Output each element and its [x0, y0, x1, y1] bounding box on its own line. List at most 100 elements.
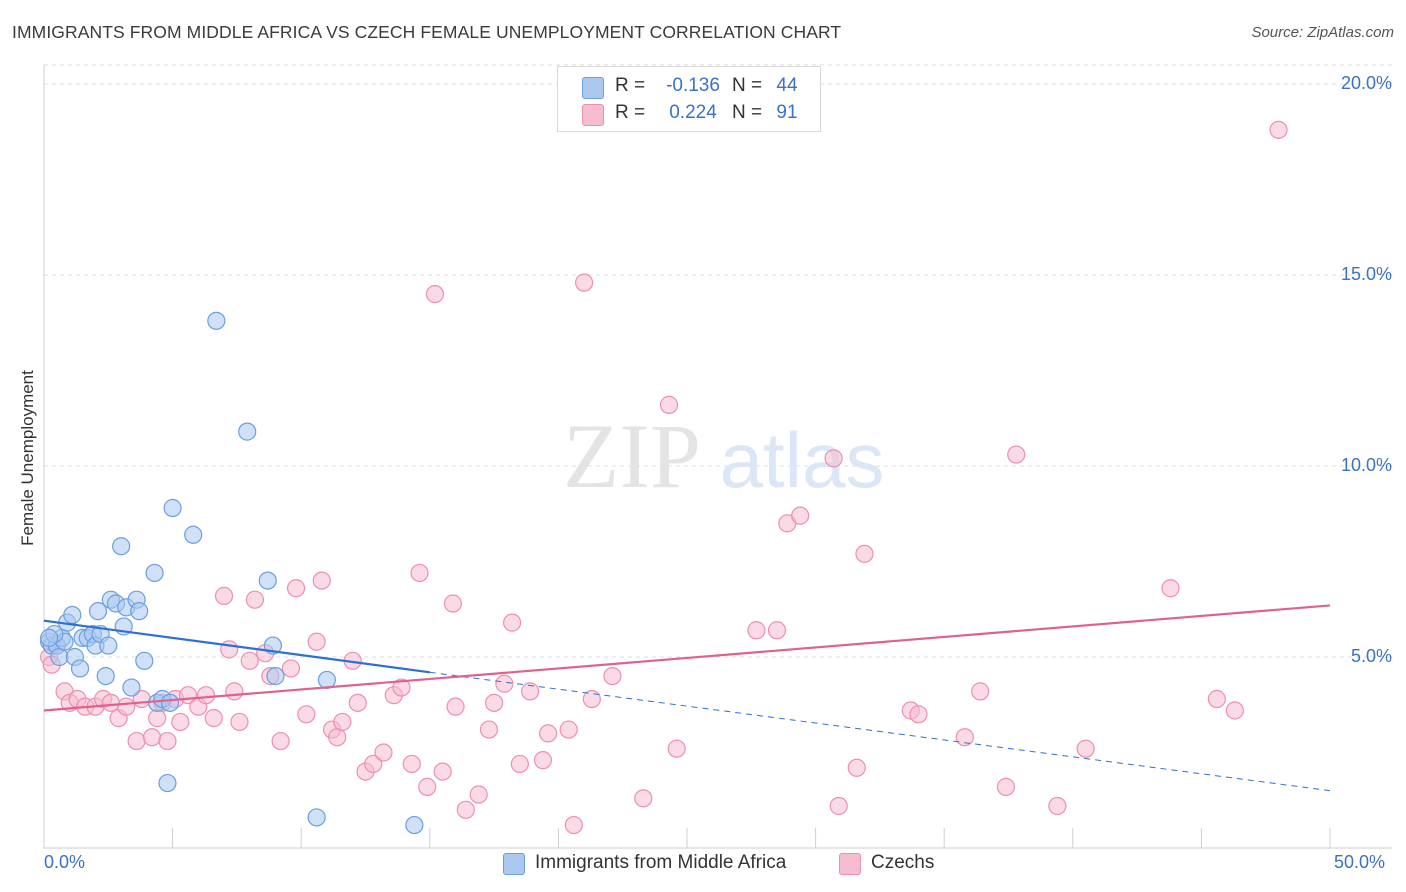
middle-africa-point [163, 498, 182, 518]
czechs-point [225, 682, 244, 701]
middle-africa-point [96, 666, 115, 686]
czechs-point [634, 789, 653, 808]
middle-africa-point [112, 537, 131, 556]
grid-lines [44, 64, 1392, 658]
legend-n-value: 44 [776, 75, 798, 96]
czechs-point [747, 621, 766, 640]
czechs-point [791, 506, 810, 525]
legend-swatch-blue [582, 77, 604, 99]
y-tick-label: 5.0% [1350, 646, 1392, 666]
czechs-point [297, 705, 316, 724]
czechs-point [1076, 739, 1095, 758]
middle-africa-point [207, 311, 226, 330]
bottom-legend-label: Czechs [871, 852, 935, 873]
bottom-legend-label: Immigrants from Middle Africa [535, 852, 787, 873]
czechs-point [204, 709, 223, 728]
y-tick-label: 10.0% [1340, 455, 1392, 475]
czechs-point [425, 285, 445, 304]
czechs-point [456, 800, 475, 819]
watermark-zip: ZIP [563, 405, 701, 507]
czechs-point [214, 586, 234, 605]
czechs-point [829, 796, 848, 816]
middle-africa-point [135, 651, 154, 670]
czechs-point [220, 640, 239, 659]
czechs-point [446, 697, 465, 716]
legend-n-label: N = [732, 102, 763, 123]
czechs-point [443, 594, 463, 613]
czechs-point [510, 754, 529, 774]
czechs-point [312, 571, 331, 590]
czechs-point [148, 709, 167, 728]
czechs-point [564, 815, 583, 835]
czechs-point [495, 674, 514, 693]
legend-r-label: R = [615, 102, 646, 123]
czechs-point [767, 621, 787, 640]
middle-africa-point [238, 422, 257, 441]
czechs-point [333, 712, 352, 732]
czechs-point [101, 693, 120, 712]
middle-africa-point [88, 602, 108, 621]
watermark-atlas: atlas [720, 416, 885, 504]
middle-africa-point [50, 647, 69, 667]
czechs-point [559, 720, 578, 739]
trendlines [43, 604, 1331, 792]
y-tick-label: 20.0% [1340, 73, 1392, 93]
czechs-point [158, 731, 177, 751]
legend-r-value: -0.136 [666, 75, 720, 96]
czechs-point [127, 731, 146, 751]
middle-africa-point [158, 773, 177, 793]
czechs-point [996, 777, 1016, 796]
czechs-point [171, 712, 190, 732]
czechs-point [603, 666, 622, 686]
middle-africa-point [99, 636, 118, 655]
czechs-point [824, 449, 843, 468]
middle-africa-point [266, 666, 285, 686]
czechs-point [364, 754, 383, 774]
czechs-point [410, 563, 429, 583]
middle-africa-point [63, 605, 82, 625]
czechs-point [521, 682, 540, 701]
czechs-point [245, 590, 265, 609]
middle-africa-point [405, 815, 424, 835]
czechs-point [582, 689, 601, 709]
watermark: ZIP atlas [563, 405, 884, 507]
middle-africa-trendline [43, 619, 430, 674]
middle-africa-trendline-extension [429, 671, 1331, 792]
x-tick-label-max: 50.0% [1334, 852, 1386, 872]
czechs-point [307, 632, 326, 651]
chart-title: IMMIGRANTS FROM MIDDLE AFRICA VS CZECH F… [12, 22, 842, 42]
x-tick-label-min: 0.0% [44, 852, 86, 872]
legend-n-label: N = [732, 75, 763, 96]
y-tick-label: 15.0% [1340, 264, 1392, 284]
czechs-point [392, 678, 411, 697]
correlation-legend: R = -0.136 N = 44 R = 0.224 N = 91 [557, 66, 821, 132]
czechs-point [909, 705, 928, 724]
bottom-legend-swatch-pink [839, 853, 861, 875]
czechs-point [230, 712, 249, 732]
czechs-point [479, 720, 499, 739]
middle-africa-point [40, 628, 59, 648]
czechs-point [1269, 120, 1288, 139]
chart-source: Source: ZipAtlas.com [1251, 24, 1394, 41]
middle-africa-point [307, 808, 326, 827]
czechs-point [348, 693, 367, 712]
czechs-point [855, 544, 874, 563]
czechs-point [659, 395, 679, 414]
czechs-point [418, 777, 437, 796]
czechs-point [1007, 445, 1026, 464]
czechs-point [433, 762, 452, 781]
czechs-point [142, 728, 162, 747]
czechs-point [402, 754, 421, 774]
czechs-point [847, 758, 866, 777]
czechs-point [240, 651, 259, 670]
czechs-point [1161, 579, 1180, 598]
czechs-point [271, 731, 290, 751]
czechs-point [469, 785, 488, 804]
legend-n-value: 91 [776, 102, 798, 123]
czechs-point [971, 682, 990, 701]
czechs-point [533, 751, 553, 770]
middle-africa-point [184, 525, 203, 544]
czechs-point [503, 613, 522, 632]
middle-africa-point [70, 659, 90, 678]
czechs-point [539, 724, 558, 743]
